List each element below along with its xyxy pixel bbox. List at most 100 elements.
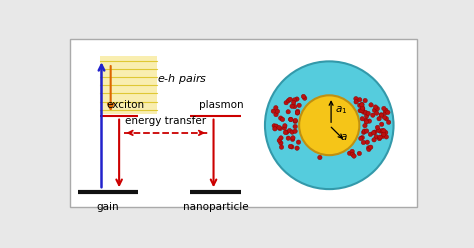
Ellipse shape — [384, 117, 389, 121]
Ellipse shape — [283, 124, 287, 128]
Ellipse shape — [380, 128, 384, 133]
Ellipse shape — [350, 149, 355, 154]
Ellipse shape — [347, 151, 352, 155]
Ellipse shape — [286, 110, 291, 114]
Ellipse shape — [371, 113, 375, 117]
Text: $e$-$h$ pairs: $e$-$h$ pairs — [157, 72, 208, 86]
Ellipse shape — [374, 111, 379, 115]
Ellipse shape — [357, 103, 362, 108]
Ellipse shape — [384, 135, 389, 139]
Text: $a_1$: $a_1$ — [335, 104, 347, 116]
Ellipse shape — [280, 117, 285, 122]
Ellipse shape — [271, 109, 275, 113]
Ellipse shape — [366, 111, 370, 116]
Ellipse shape — [375, 125, 380, 130]
Text: nanoparticle: nanoparticle — [182, 202, 248, 212]
Ellipse shape — [378, 135, 382, 139]
Ellipse shape — [354, 100, 358, 104]
Ellipse shape — [368, 132, 373, 136]
Text: $a$: $a$ — [340, 132, 348, 142]
Ellipse shape — [361, 110, 366, 114]
Ellipse shape — [285, 130, 289, 134]
Ellipse shape — [360, 106, 365, 110]
Ellipse shape — [295, 109, 300, 114]
Ellipse shape — [277, 138, 282, 143]
Ellipse shape — [364, 110, 368, 115]
Ellipse shape — [358, 108, 362, 113]
Ellipse shape — [383, 110, 387, 115]
Ellipse shape — [374, 105, 378, 109]
Ellipse shape — [363, 98, 367, 103]
Ellipse shape — [374, 135, 378, 139]
Ellipse shape — [352, 154, 356, 158]
Ellipse shape — [289, 117, 293, 122]
Ellipse shape — [288, 97, 292, 101]
Ellipse shape — [295, 97, 299, 101]
Ellipse shape — [382, 106, 386, 111]
Ellipse shape — [295, 111, 300, 115]
Ellipse shape — [292, 98, 297, 102]
Ellipse shape — [296, 140, 301, 144]
Ellipse shape — [297, 103, 301, 108]
Ellipse shape — [365, 140, 370, 144]
Ellipse shape — [382, 132, 386, 137]
Ellipse shape — [278, 126, 282, 131]
Ellipse shape — [279, 116, 283, 120]
Ellipse shape — [381, 134, 385, 139]
Ellipse shape — [362, 129, 366, 133]
Ellipse shape — [366, 146, 371, 150]
Ellipse shape — [357, 151, 362, 156]
Ellipse shape — [295, 146, 299, 150]
Ellipse shape — [377, 136, 382, 141]
Ellipse shape — [279, 141, 283, 145]
Ellipse shape — [372, 138, 376, 142]
Ellipse shape — [376, 128, 380, 132]
Ellipse shape — [372, 131, 376, 135]
Ellipse shape — [379, 113, 383, 117]
Ellipse shape — [291, 136, 295, 140]
Ellipse shape — [364, 118, 368, 123]
Ellipse shape — [365, 129, 369, 133]
Ellipse shape — [360, 107, 365, 112]
Ellipse shape — [361, 140, 365, 145]
Ellipse shape — [360, 103, 364, 107]
Ellipse shape — [293, 119, 297, 124]
Ellipse shape — [362, 130, 366, 134]
Ellipse shape — [284, 100, 288, 105]
Text: plasmon: plasmon — [199, 100, 243, 110]
Bar — [100, 57, 156, 114]
Ellipse shape — [293, 129, 297, 133]
Ellipse shape — [288, 144, 292, 149]
Ellipse shape — [363, 124, 367, 128]
Ellipse shape — [275, 109, 280, 114]
Ellipse shape — [360, 117, 365, 121]
Ellipse shape — [274, 112, 278, 117]
Bar — [70, 39, 418, 207]
Ellipse shape — [287, 128, 292, 133]
Ellipse shape — [290, 130, 294, 134]
Ellipse shape — [383, 130, 388, 135]
Ellipse shape — [292, 104, 297, 109]
Ellipse shape — [293, 124, 297, 129]
Ellipse shape — [361, 107, 365, 111]
Ellipse shape — [377, 117, 381, 121]
Ellipse shape — [379, 113, 383, 117]
Ellipse shape — [386, 110, 390, 115]
Ellipse shape — [378, 129, 382, 133]
Ellipse shape — [274, 124, 278, 128]
Ellipse shape — [380, 122, 384, 126]
Ellipse shape — [360, 108, 364, 113]
Ellipse shape — [373, 108, 377, 112]
Ellipse shape — [291, 137, 295, 141]
Ellipse shape — [350, 152, 355, 157]
Ellipse shape — [265, 61, 393, 189]
Ellipse shape — [302, 96, 307, 100]
Ellipse shape — [367, 147, 371, 152]
Ellipse shape — [357, 97, 362, 102]
Ellipse shape — [286, 98, 291, 103]
Ellipse shape — [293, 118, 298, 123]
Ellipse shape — [365, 114, 369, 118]
Ellipse shape — [286, 136, 291, 140]
Ellipse shape — [288, 117, 293, 122]
Ellipse shape — [301, 94, 306, 99]
